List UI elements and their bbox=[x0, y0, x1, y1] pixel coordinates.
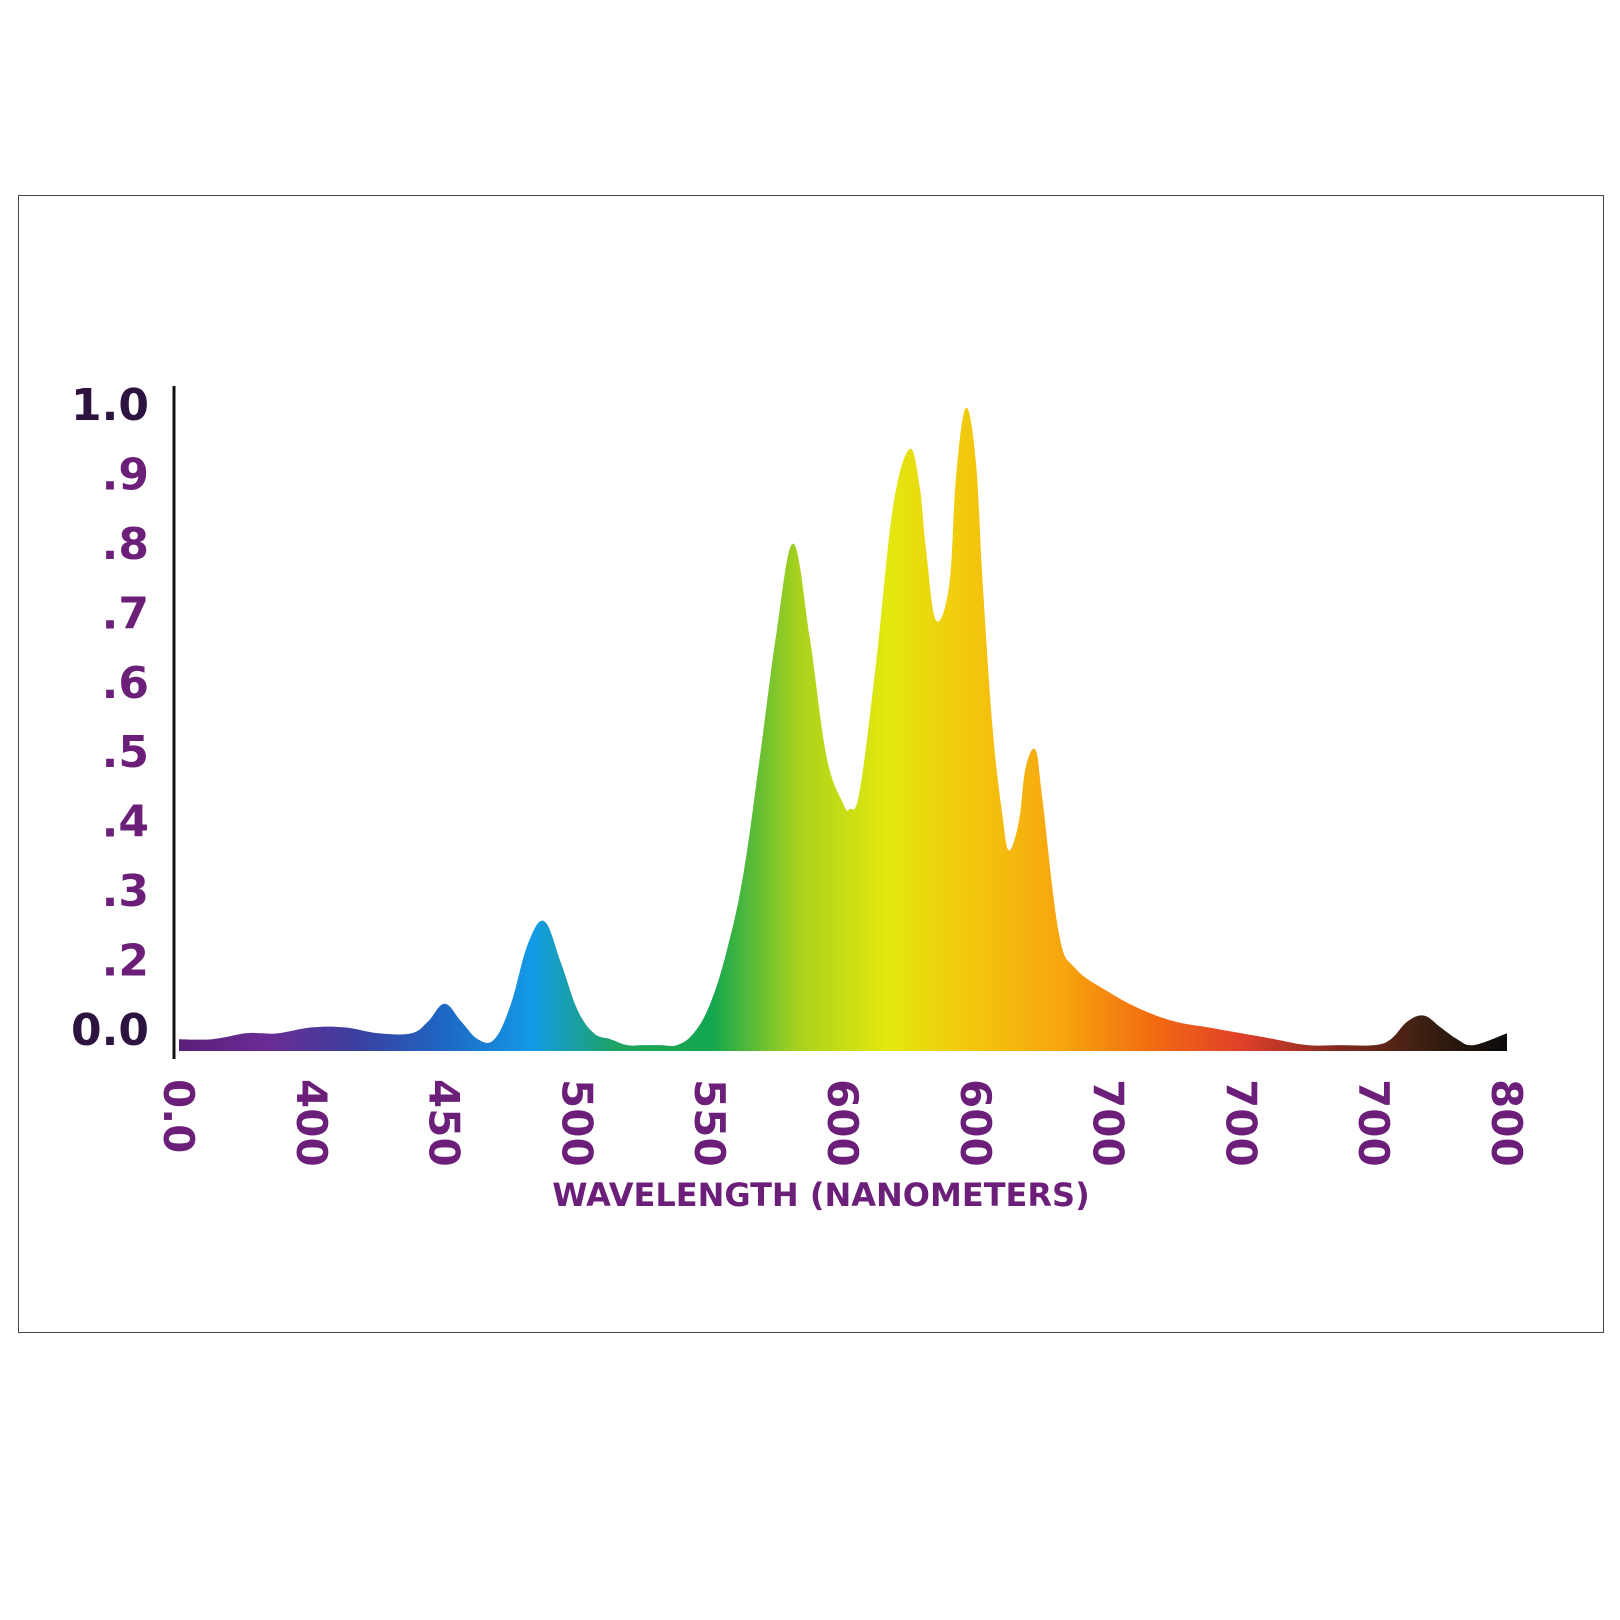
x-tick-label: 700 bbox=[1216, 1079, 1265, 1167]
x-tick-label: 800 bbox=[1482, 1079, 1531, 1167]
x-tick-label: 550 bbox=[685, 1079, 734, 1167]
x-tick-label: 450 bbox=[420, 1079, 469, 1167]
x-tick-labels: 0.0 400 450 500 550 600 600 700 700 700 800 bbox=[154, 1079, 1531, 1167]
spectrum-area bbox=[179, 407, 1507, 1051]
spectrum-chart: 0.0 400 450 500 550 600 600 700 700 700 800 0.0 .2.… bbox=[71, 380, 1531, 1214]
x-tick-label: 500 bbox=[552, 1079, 601, 1167]
y-tick-label: .8 bbox=[102, 519, 149, 570]
y-tick-label: 1.0 bbox=[71, 380, 149, 431]
x-tick-label: 600 bbox=[951, 1079, 1000, 1167]
y-tick-label: .4 bbox=[102, 797, 149, 848]
y-tick-label: .7 bbox=[102, 588, 149, 639]
y-tick-label: .6 bbox=[102, 658, 149, 709]
y-tick-labels: 0.0 .2 .3 .4 .5 .6 .7 .8 .9 1.0 bbox=[71, 380, 149, 1056]
chart-frame: 0.0 400 450 500 550 600 600 700 700 700 800 0.0 .2.… bbox=[18, 195, 1604, 1333]
y-tick-label: 0.0 bbox=[71, 1005, 149, 1056]
y-tick-label: .3 bbox=[102, 866, 149, 917]
x-tick-label: 700 bbox=[1349, 1079, 1398, 1167]
x-tick-label: 700 bbox=[1084, 1079, 1133, 1167]
x-axis-label: WAVELENGTH (NANOMETERS) bbox=[552, 1176, 1089, 1214]
x-tick-label: 600 bbox=[818, 1079, 867, 1167]
y-tick-label: .5 bbox=[102, 727, 149, 778]
y-tick-label: .2 bbox=[102, 936, 149, 987]
y-tick-label: .9 bbox=[102, 449, 149, 500]
x-tick-label: 0.0 bbox=[154, 1079, 203, 1153]
x-tick-label: 400 bbox=[287, 1079, 336, 1167]
